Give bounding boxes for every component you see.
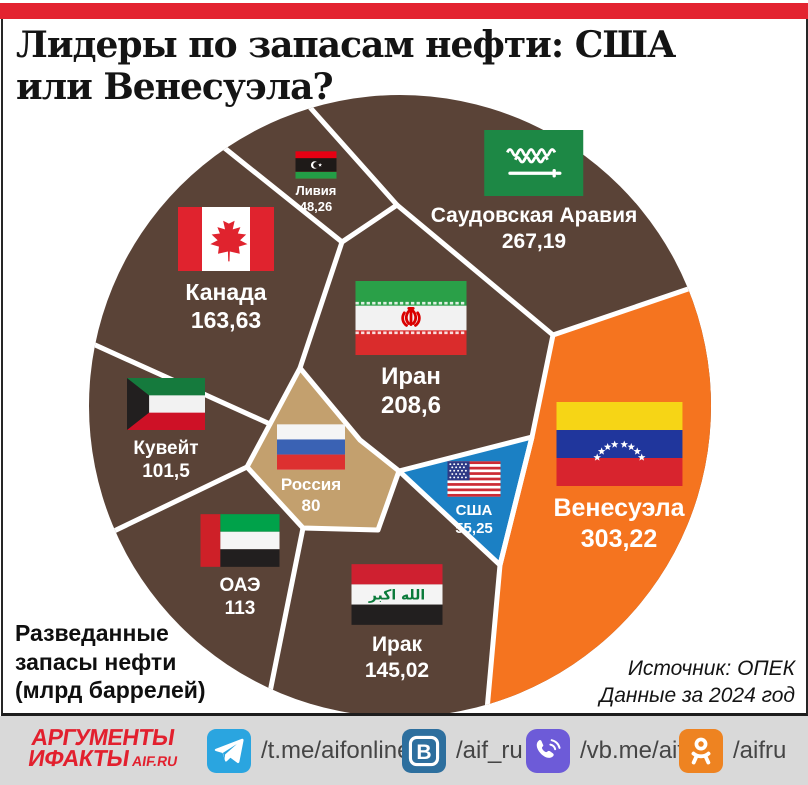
- saudi-arabia-flag: [484, 130, 584, 196]
- country-value: 208,6: [380, 392, 442, 420]
- viber-icon: [526, 729, 570, 773]
- uae-flag: [200, 514, 280, 567]
- country-value: 80: [301, 495, 321, 515]
- vk-handle: /aif_ru: [456, 737, 523, 764]
- cell-dividers: [90, 101, 694, 713]
- country-value: 303,22: [580, 524, 658, 553]
- country-value: 267,19: [501, 229, 567, 253]
- country-libya: Ливия 48,26: [295, 151, 337, 215]
- source-line: Источник: ОПЕК: [627, 657, 795, 680]
- chart-note: Разведанные запасы нефти (млрд баррелей): [15, 619, 206, 705]
- iran-flag: [355, 281, 467, 355]
- logo-line2: ИФАКТЫ: [26, 745, 131, 772]
- country-name: ОАЭ: [219, 575, 261, 596]
- country-name: Кувейт: [133, 438, 199, 459]
- vk-link[interactable]: В /aif_ru: [402, 729, 523, 773]
- note-line: Разведанные: [15, 620, 169, 646]
- country-kuwait: Кувейт 101,5: [127, 378, 205, 483]
- country-value: 48,26: [299, 198, 333, 214]
- libya-flag: [295, 151, 337, 179]
- country-name: Россия: [280, 475, 342, 494]
- iraq-flag: الله اكبر: [351, 564, 443, 625]
- aif-logo: АРГУМЕНТЫ ИФАКТЫ AIF.RU: [26, 724, 183, 772]
- country-value: 145,02: [364, 658, 430, 682]
- source-line: Данные за 2024 год: [599, 684, 795, 708]
- ok-link[interactable]: /aifru: [679, 729, 786, 773]
- source-note: Источник: ОПЕК Данные за 2024 год: [599, 655, 795, 710]
- country-value: 55,25: [455, 520, 493, 538]
- country-saudi-arabia: Саудовская Аравия 267,19: [430, 130, 638, 254]
- country-iran: Иран 208,6: [355, 281, 467, 421]
- country-usa: США 55,25: [447, 461, 501, 539]
- country-name: США: [455, 502, 493, 519]
- venezuela-flag: [556, 402, 682, 486]
- note-line: (млрд баррелей): [15, 677, 206, 704]
- usa-flag: [447, 461, 501, 497]
- russia-flag: [277, 424, 345, 470]
- country-value: 113: [224, 598, 256, 620]
- ok-icon: [679, 729, 723, 773]
- telegram-handle: /t.me/aifonline: [261, 737, 411, 764]
- footer-bar: АРГУМЕНТЫ ИФАКТЫ AIF.RU /t.me/aifonline …: [0, 716, 808, 785]
- country-uae: ОАЭ 113: [200, 514, 280, 620]
- country-russia: Россия 80: [277, 424, 345, 516]
- viber-handle: /vb.me/aif: [580, 737, 685, 764]
- page-title: Лидеры по запасам нефти: США или Венесуэ…: [16, 24, 676, 109]
- country-name: Ирак: [371, 633, 423, 656]
- country-value: 163,63: [190, 307, 262, 334]
- country-name: Иран: [381, 363, 441, 390]
- country-name: Саудовская Аравия: [430, 204, 638, 227]
- svg-text:В: В: [416, 741, 431, 764]
- logo-suffix: AIF.RU: [131, 753, 179, 770]
- note-line: запасы нефти: [15, 648, 177, 675]
- vk-icon: В: [402, 729, 446, 773]
- country-value: 101,5: [142, 461, 190, 483]
- top-red-bar: [0, 3, 808, 19]
- country-canada: Канада 163,63: [178, 207, 275, 334]
- country-name: Ливия: [295, 183, 337, 198]
- ok-handle: /aifru: [733, 737, 787, 764]
- country-venezuela: Венесуэла 303,22: [553, 402, 685, 554]
- country-name: Венесуэла: [553, 494, 685, 522]
- telegram-icon: [207, 729, 251, 773]
- country-iraq: الله اكبر Ирак 145,02: [351, 564, 443, 683]
- kuwait-flag: [127, 378, 205, 430]
- cell-venezuela: [487, 288, 711, 710]
- viber-link[interactable]: /vb.me/aif: [526, 729, 684, 773]
- country-name: Канада: [185, 279, 267, 305]
- svg-text:الله اكبر: الله اكبر: [368, 588, 425, 604]
- canada-flag: [178, 207, 274, 271]
- telegram-link[interactable]: /t.me/aifonline: [207, 729, 410, 773]
